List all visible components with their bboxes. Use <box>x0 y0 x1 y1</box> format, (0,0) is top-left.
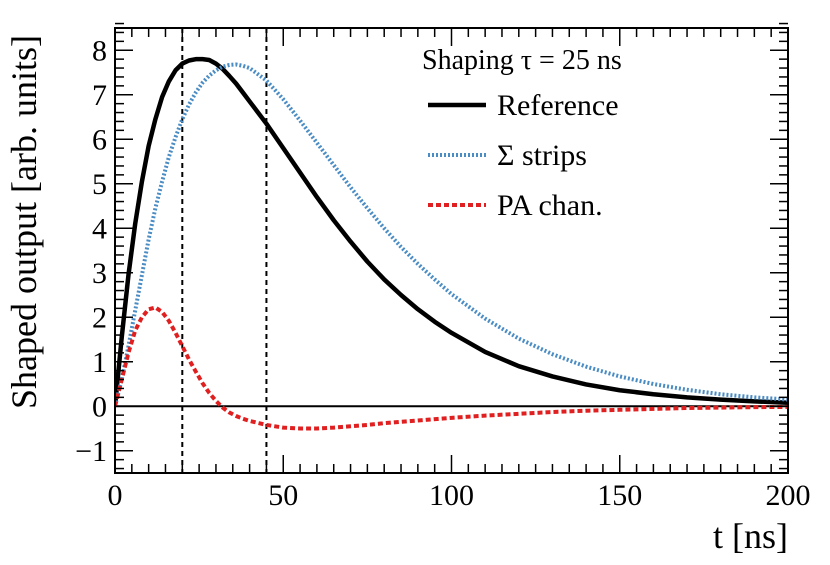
x-tick-label: 200 <box>766 479 811 512</box>
series-line-1 <box>115 62 788 407</box>
legend-title: Shaping τ = 25 ns <box>422 45 622 76</box>
y-tick-label: 4 <box>92 212 107 245</box>
legend-item: PA chan. <box>428 189 603 222</box>
x-tick-label: 0 <box>108 479 123 512</box>
x-axis-label: t [ns] <box>713 516 788 556</box>
y-tick-label: 6 <box>92 123 107 156</box>
y-tick-label: 7 <box>92 79 107 112</box>
x-tick-label: 50 <box>268 479 298 512</box>
legend-item: Σ strips <box>428 139 587 172</box>
legend-label: PA chan. <box>497 189 603 222</box>
series-line-2 <box>115 305 788 431</box>
axis-ticks <box>114 22 789 473</box>
y-tick-label: 5 <box>92 168 107 201</box>
series-line-0 <box>115 56 788 407</box>
y-tick-label: 2 <box>92 301 107 334</box>
y-tick-label: 0 <box>92 390 107 423</box>
legend-label: Reference <box>497 89 619 122</box>
y-tick-label: −1 <box>75 435 107 468</box>
y-tick-label: 8 <box>92 34 107 67</box>
plot-area <box>115 28 788 473</box>
plot-frame <box>114 27 789 474</box>
y-tick-label: 3 <box>92 257 107 290</box>
y-tick-label: 1 <box>92 346 107 379</box>
y-axis-label: Shaped output [arb. units] <box>4 35 44 409</box>
legend-item: Reference <box>428 89 619 122</box>
x-tick-label: 150 <box>597 479 642 512</box>
x-tick-label: 100 <box>429 479 474 512</box>
legend-label: Σ strips <box>497 139 587 172</box>
legend: Shaping τ = 25 ns Reference Σ strips PA ch… <box>422 45 622 222</box>
